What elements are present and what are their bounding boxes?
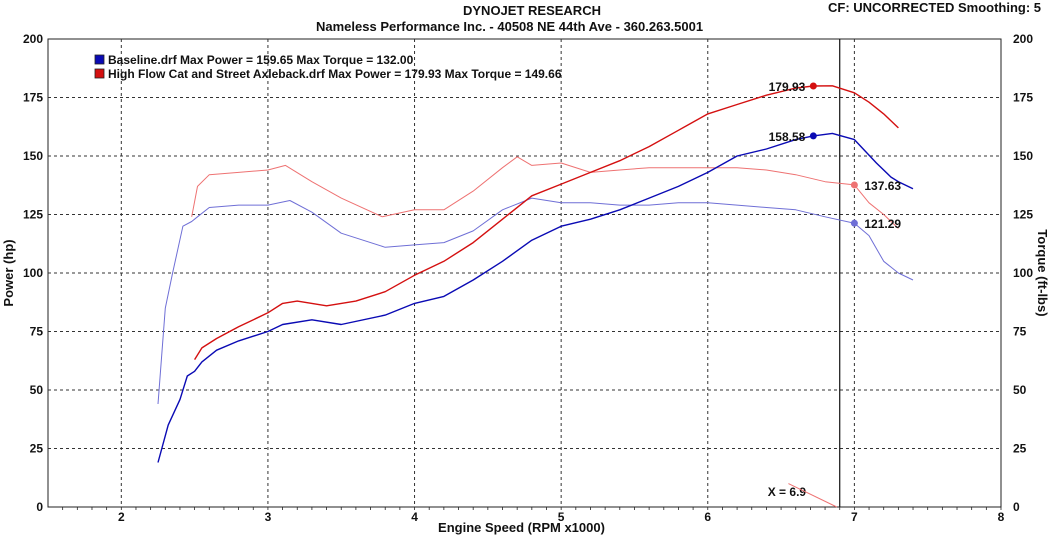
- marker-point: [850, 219, 858, 227]
- y-tick-left: 100: [23, 266, 43, 280]
- y-tick-right: 175: [1013, 91, 1033, 105]
- x-tick-label: 5: [558, 510, 565, 524]
- x-tick-label: 2: [118, 510, 125, 524]
- marker-point: [809, 132, 817, 140]
- y-tick-left: 50: [30, 383, 44, 397]
- cf-smoothing-text: CF: UNCORRECTED Smoothing: 5: [828, 0, 1042, 15]
- company-title: DYNOJET RESEARCH: [463, 3, 601, 18]
- y-tick-left: 175: [23, 91, 43, 105]
- y-tick-right: 0: [1013, 500, 1020, 514]
- series-line-torque-baseline: [157, 197, 914, 405]
- legend-swatch: [94, 68, 105, 79]
- y-tick-right: 25: [1013, 442, 1027, 456]
- x-axis-label: Engine Speed (RPM x1000): [438, 520, 605, 535]
- x-tick-label: 8: [998, 510, 1005, 524]
- legend-entry: High Flow Cat and Street Axleback.drf Ma…: [108, 67, 562, 81]
- series-line-power-baseline: [157, 132, 914, 463]
- series-line-power-highflow: [194, 85, 899, 360]
- marker-point: [809, 82, 817, 90]
- y-tick-right: 100: [1013, 266, 1033, 280]
- cursor-label: X = 6.9: [768, 485, 807, 499]
- marker-label: 137.63: [864, 179, 901, 193]
- y-tick-right: 200: [1013, 32, 1033, 46]
- x-tick-label: 6: [704, 510, 711, 524]
- y-tick-right: 75: [1013, 325, 1027, 339]
- marker-label: 179.93: [769, 80, 806, 94]
- legend-entry: Baseline.drf Max Power = 159.65 Max Torq…: [108, 53, 414, 67]
- x-tick-label: 4: [411, 510, 418, 524]
- y-tick-left: 0: [36, 500, 43, 514]
- y-tick-left: 125: [23, 208, 43, 222]
- y-tick-right: 50: [1013, 383, 1027, 397]
- y-axis-label-right: Torque (ft-lbs): [1035, 229, 1050, 316]
- shop-subtitle: Nameless Performance Inc. - 40508 NE 44t…: [316, 19, 704, 34]
- x-tick-label: 7: [851, 510, 858, 524]
- y-axis-label-left: Power (hp): [1, 239, 16, 306]
- legend-swatch: [94, 54, 105, 65]
- marker-label: 121.29: [864, 217, 901, 231]
- y-tick-left: 75: [30, 325, 44, 339]
- marker-label: 158.58: [769, 130, 806, 144]
- y-tick-left: 200: [23, 32, 43, 46]
- y-tick-left: 25: [30, 442, 44, 456]
- y-tick-left: 150: [23, 149, 43, 163]
- y-tick-right: 150: [1013, 149, 1033, 163]
- y-tick-right: 125: [1013, 208, 1033, 222]
- x-tick-label: 3: [265, 510, 272, 524]
- marker-point: [850, 181, 858, 189]
- cursor-leader: [788, 483, 838, 508]
- series-line-torque-highflow: [191, 156, 899, 229]
